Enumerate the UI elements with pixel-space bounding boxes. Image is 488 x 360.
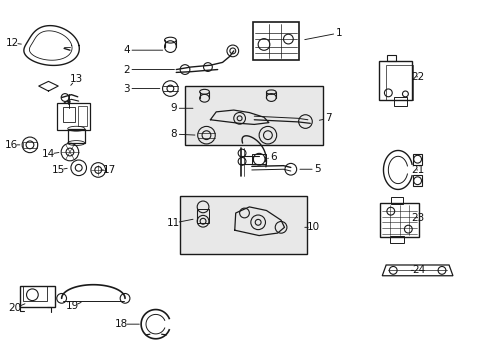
Text: 15: 15 [52, 165, 65, 175]
Bar [378, 60, 411, 100]
Bar [78, 106, 87, 126]
Text: 19: 19 [66, 301, 80, 311]
Bar [252, 22, 299, 60]
Bar [412, 175, 421, 186]
Text: 3: 3 [123, 84, 129, 94]
Text: 13: 13 [69, 74, 83, 84]
Text: 16: 16 [5, 140, 18, 150]
Text: 24: 24 [411, 265, 425, 275]
Text: 6: 6 [270, 152, 277, 162]
Bar [390, 197, 403, 204]
Bar [68, 129, 84, 143]
Text: 18: 18 [115, 319, 128, 329]
Bar [57, 103, 90, 130]
Text: 22: 22 [410, 72, 424, 82]
Bar [252, 154, 265, 164]
Text: 20: 20 [8, 303, 21, 314]
Bar [386, 64, 412, 100]
Text: 4: 4 [123, 45, 129, 55]
Bar [63, 107, 75, 122]
Bar [386, 55, 395, 62]
Bar [184, 86, 323, 145]
Bar [197, 208, 209, 223]
Bar [389, 237, 404, 243]
Text: 10: 10 [306, 222, 320, 232]
Text: 17: 17 [102, 165, 115, 175]
Bar [23, 142, 37, 148]
Text: 8: 8 [170, 129, 177, 139]
Bar [180, 196, 306, 253]
Text: 14: 14 [42, 149, 55, 159]
Text: 9: 9 [170, 103, 177, 113]
Text: 2: 2 [123, 64, 129, 75]
Bar [20, 286, 55, 307]
Bar [379, 203, 418, 237]
Bar [394, 98, 406, 106]
Text: 7: 7 [325, 113, 331, 123]
Text: 5: 5 [314, 164, 320, 174]
Text: 12: 12 [6, 38, 19, 48]
Bar [412, 154, 421, 165]
Text: 23: 23 [410, 213, 424, 222]
Text: 1: 1 [335, 28, 342, 38]
Text: 11: 11 [167, 218, 180, 228]
Text: 21: 21 [410, 165, 424, 175]
Bar [23, 286, 46, 301]
